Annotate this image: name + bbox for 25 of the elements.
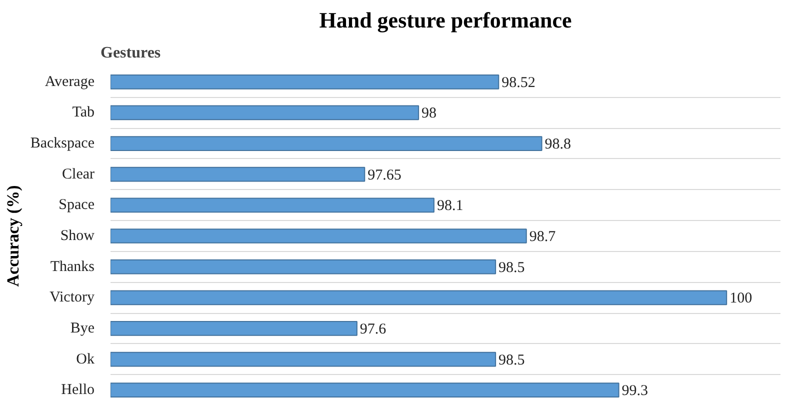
data-label: 98.52 xyxy=(502,74,536,91)
data-label: 98.1 xyxy=(436,198,464,214)
data-label: 99.3 xyxy=(622,383,648,400)
y-tick-label: Clear xyxy=(62,166,95,182)
y-tick-label: Average xyxy=(44,74,95,90)
data-label: 98 xyxy=(422,106,437,122)
chart-title: Hand gesture performance xyxy=(319,8,572,32)
data-label: 98.5 xyxy=(498,352,525,368)
y-axis-title: Accuracy (%) xyxy=(3,185,22,287)
y-tick-label: Space xyxy=(58,197,95,214)
y-tick-label: Show xyxy=(60,228,95,244)
data-label: 100 xyxy=(730,290,752,307)
y-tick-label: Bye xyxy=(70,320,95,336)
y-tick-label: Ok xyxy=(76,351,95,368)
y-tick-label: Backspace xyxy=(30,136,95,152)
data-label: 98.5 xyxy=(498,260,525,276)
y-tick-label: Hello xyxy=(61,382,95,398)
y-tick-label: Victory xyxy=(50,290,95,306)
text: Gestures xyxy=(100,44,161,62)
data-label: 97.65 xyxy=(368,167,402,184)
y-tick-label: Tab xyxy=(72,104,95,121)
data-label: 97.6 xyxy=(360,321,387,338)
data-label: 98.8 xyxy=(544,136,572,153)
data-label: 98.7 xyxy=(529,229,556,245)
y-tick-label: Thanks xyxy=(50,258,95,275)
